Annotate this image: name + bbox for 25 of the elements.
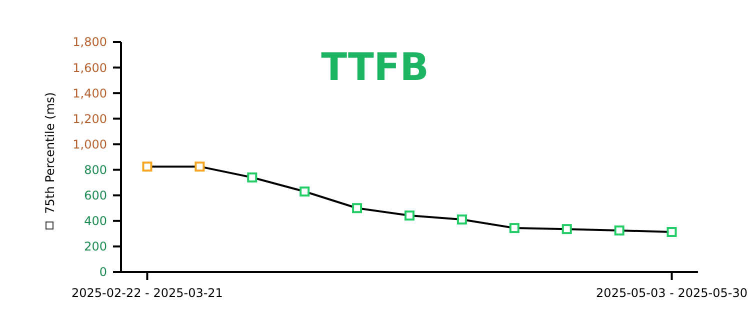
y-tick-label: 1,000 [72,137,107,152]
y-tick-label: 0 [99,265,107,280]
point [300,186,310,196]
y-tick-label: 1,600 [72,60,107,75]
x-tick-label: 2025-02-22 - 2025-03-21 [72,286,223,300]
chart-title: TTFB [321,45,429,89]
point [404,210,414,221]
y-tick-label: 600 [84,188,107,203]
y-tick-label: 1,400 [72,86,107,100]
point [142,162,152,172]
point [614,225,624,236]
x-tick-label: 2025-05-03 - 2025-05-30 [596,286,748,300]
point [247,172,258,182]
y-tick-label: 1,800 [72,35,107,50]
y-tick-label: 1,200 [72,112,107,126]
point [509,223,520,234]
y-tick-label: 400 [84,214,107,228]
point [562,224,572,234]
point [352,203,362,214]
point [666,227,677,238]
y-tick-label: 800 [84,162,107,177]
point [194,162,205,172]
y-tick-label: 200 [84,240,107,254]
y-axis-title: 75th Percentile (ms) [43,92,58,214]
point [456,214,467,224]
